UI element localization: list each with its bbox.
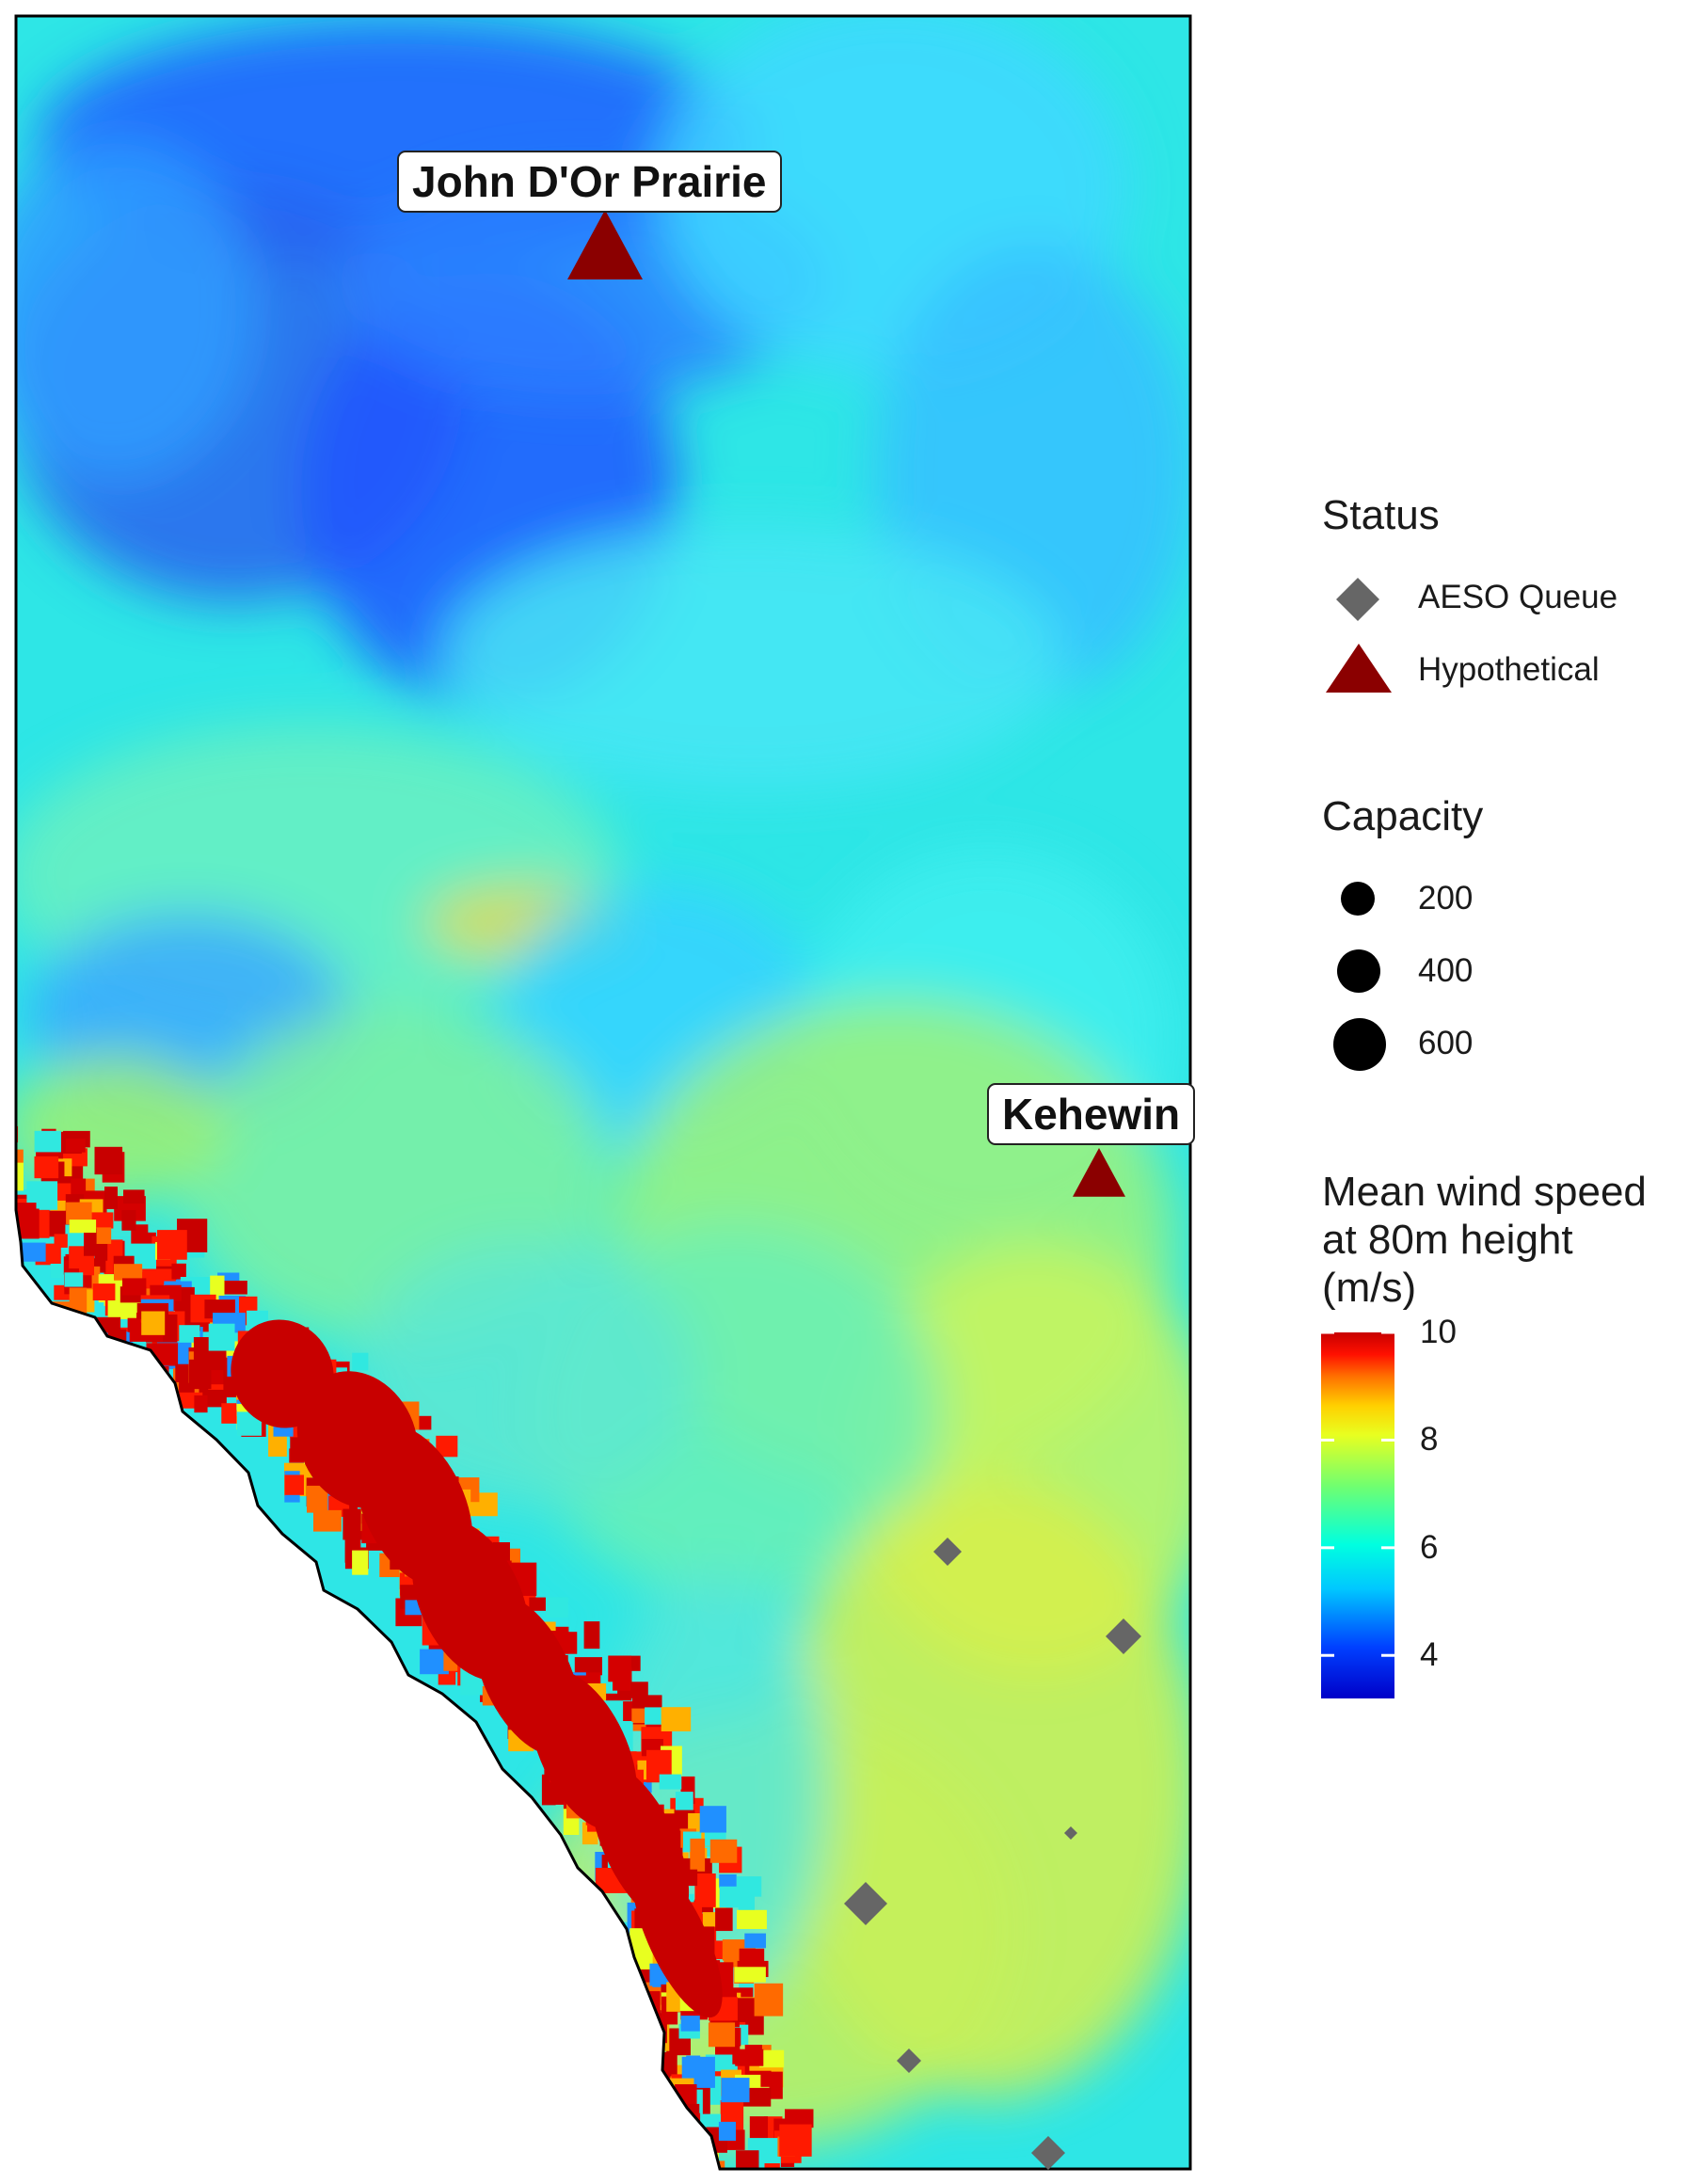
hypothetical-site-marker bbox=[1073, 1148, 1125, 1197]
wind-legend-title-line2: at 80m height bbox=[1322, 1217, 1573, 1263]
aeso-queue-marker bbox=[1031, 2136, 1065, 2170]
capacity-200-icon bbox=[1341, 882, 1375, 916]
site-label-kehewin: Kehewin bbox=[987, 1083, 1196, 1145]
capacity-600-icon bbox=[1333, 1018, 1386, 1071]
wind-colorbar bbox=[1321, 1332, 1394, 1698]
hypothetical-site-marker bbox=[567, 210, 643, 279]
aeso-queue-marker bbox=[933, 1538, 962, 1566]
capacity-legend-600-label: 600 bbox=[1418, 1025, 1474, 1061]
triangle-icon bbox=[1326, 644, 1392, 693]
capacity-legend-400-label: 400 bbox=[1418, 952, 1474, 989]
capacity-legend-title: Capacity bbox=[1322, 793, 1484, 839]
colorbar-tick-label: 6 bbox=[1420, 1528, 1439, 1566]
aeso-queue-marker bbox=[1106, 1618, 1141, 1654]
diamond-icon bbox=[1336, 578, 1379, 621]
aeso-queue-marker bbox=[1064, 1826, 1077, 1840]
status-legend-aeso-label: AESO Queue bbox=[1418, 579, 1618, 615]
capacity-legend-200-label: 200 bbox=[1418, 880, 1474, 917]
colorbar-tick-label: 8 bbox=[1420, 1421, 1439, 1459]
status-legend-title: Status bbox=[1322, 492, 1440, 538]
wind-legend-title-line3: (m/s) bbox=[1322, 1265, 1417, 1311]
site-label-john-dor-prairie: John D'Or Prairie bbox=[397, 151, 782, 213]
status-legend-hypothetical-label: Hypothetical bbox=[1418, 651, 1600, 688]
colorbar-tick-label: 10 bbox=[1420, 1314, 1457, 1350]
aeso-queue-marker bbox=[844, 1882, 887, 1925]
aeso-queue-marker bbox=[897, 2048, 921, 2073]
capacity-400-icon bbox=[1337, 949, 1380, 993]
colorbar-tick-label: 4 bbox=[1420, 1636, 1439, 1674]
alberta-border bbox=[14, 14, 1192, 2171]
wind-raster bbox=[16, 16, 1190, 2169]
wind-legend-title-line1: Mean wind speed bbox=[1322, 1169, 1647, 1215]
